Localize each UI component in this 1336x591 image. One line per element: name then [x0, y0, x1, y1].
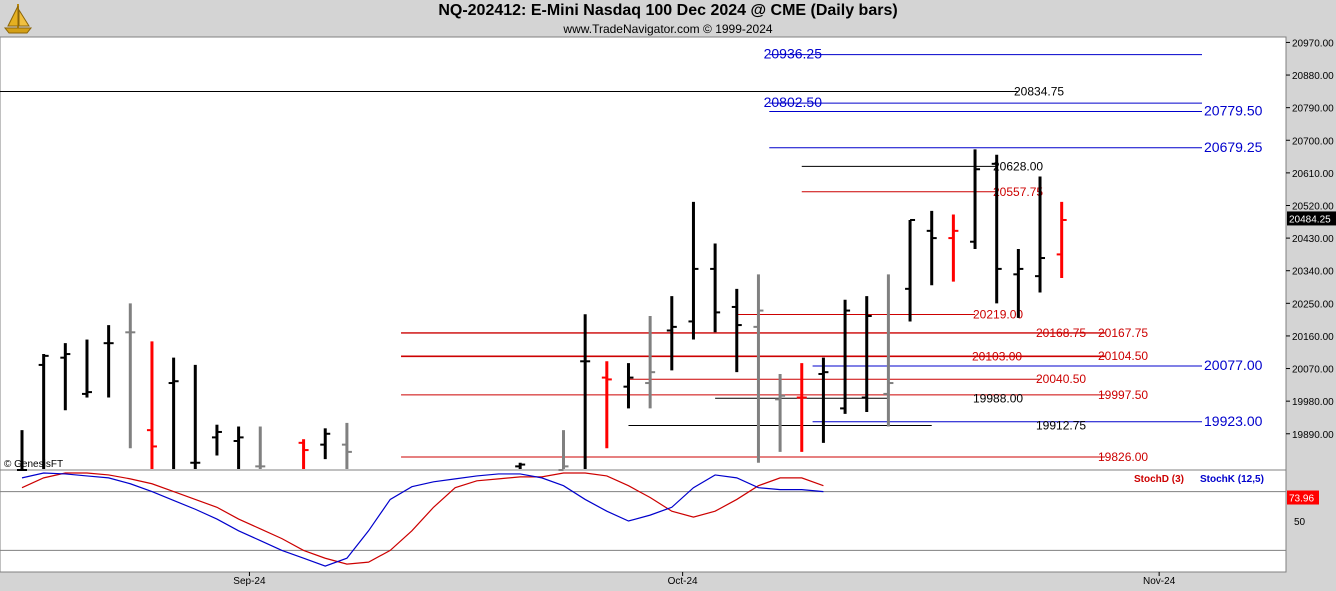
- price-bar: [905, 218, 916, 322]
- level-label: 20628.00: [993, 159, 1043, 173]
- level-label: 20679.25: [1204, 139, 1263, 155]
- level-label: 20802.50: [764, 94, 823, 110]
- y-tick-label: 20250.00: [1292, 299, 1334, 310]
- price-bar: [688, 201, 699, 340]
- level-label: 20557.75: [993, 185, 1043, 199]
- stoch-last-label: 73.96: [1289, 494, 1314, 505]
- price-bar: [103, 325, 114, 398]
- y-tick-label: 20700.00: [1292, 136, 1334, 147]
- price-bar: [926, 210, 937, 286]
- price-bar: [60, 343, 71, 411]
- price-bar: [666, 296, 677, 371]
- level-label: 20104.50: [1098, 349, 1148, 363]
- price-panel: [0, 36, 1287, 471]
- stoch-series-line: [21, 472, 824, 565]
- y-tick-label: 20160.00: [1292, 332, 1334, 343]
- last-price-label: 20484.25: [1289, 214, 1331, 225]
- price-bar: [991, 154, 1002, 304]
- y-tick-label: 19980.00: [1292, 397, 1334, 408]
- price-bar: [38, 354, 49, 469]
- price-bar: [948, 214, 959, 282]
- level-label: 20936.25: [764, 46, 823, 62]
- y-tick-label: 20610.00: [1292, 169, 1334, 180]
- last-price-box: [1287, 211, 1336, 226]
- level-label: 20103.00: [972, 350, 1022, 364]
- price-bars: [17, 149, 1067, 471]
- price-bar: [320, 428, 331, 460]
- stochastic-panel: [0, 469, 1287, 573]
- level-label: 19923.00: [1204, 413, 1263, 429]
- y-tick-label: 19890.00: [1292, 430, 1334, 441]
- y-tick-label: 20520.00: [1292, 201, 1334, 212]
- y-tick-label: 20070.00: [1292, 365, 1334, 376]
- y-tick-label: 20790.00: [1292, 104, 1334, 115]
- price-bar: [558, 430, 569, 471]
- price-bar: [710, 243, 721, 333]
- price-bar: [298, 439, 309, 469]
- chart-title: NQ-202412: E-Mini Nasdaq 100 Dec 2024 @ …: [438, 2, 898, 19]
- price-bar: [775, 373, 786, 452]
- y-tick-label: 20430.00: [1292, 234, 1334, 245]
- price-bar: [233, 426, 244, 469]
- level-label: 19912.75: [1036, 419, 1086, 433]
- level-label: 20779.50: [1204, 102, 1263, 118]
- chart-subtitle: www.TradeNavigator.com © 1999-2024: [563, 22, 773, 36]
- price-bar: [883, 274, 894, 427]
- level-label: 20077.00: [1204, 357, 1263, 373]
- price-bar: [840, 299, 851, 414]
- level-label: 20834.75: [1014, 84, 1064, 98]
- watermark: © GenesisFT: [4, 459, 63, 470]
- y-tick-label: 20970.00: [1292, 38, 1334, 49]
- level-label: 19826.00: [1098, 450, 1148, 464]
- level-label: 20040.50: [1036, 372, 1086, 386]
- price-bar: [818, 357, 829, 443]
- x-tick-label: Oct-24: [668, 576, 698, 587]
- price-bar: [753, 274, 764, 463]
- price-bar: [645, 316, 656, 409]
- level-label: 20219.00: [973, 308, 1023, 322]
- price-bar: [146, 341, 157, 469]
- price-bar: [796, 363, 807, 452]
- level-label: 19997.50: [1098, 388, 1148, 402]
- price-bar: [580, 314, 591, 469]
- price-bar: [1013, 248, 1024, 318]
- price-bar: [861, 296, 872, 413]
- stochastic-lines: [0, 472, 1286, 567]
- date-axis: Sep-24 Oct-24 Nov-24: [233, 572, 1176, 587]
- price-bar: [515, 462, 526, 469]
- price-bar: [1035, 176, 1046, 293]
- price-levels: 20936.25 20834.75 20802.50 20779.50 20679.25…: [0, 46, 1263, 464]
- stoch-series-line: [21, 472, 824, 567]
- level-label: 19988.00: [973, 391, 1023, 405]
- price-bar: [623, 363, 634, 409]
- y-tick-label: 20880.00: [1292, 71, 1334, 82]
- price-bar: [190, 364, 201, 469]
- price-bar: [81, 339, 92, 398]
- price-bar: [970, 149, 981, 249]
- price-axis: 20970.00 20880.00 20790.00 20700.00 20610.00…: [1286, 38, 1336, 441]
- x-tick-label: Nov-24: [1143, 576, 1176, 587]
- chart-header: NQ-202412: E-Mini Nasdaq 100 Dec 2024 @ …: [0, 0, 1336, 37]
- stoch-tick-label: 50: [1294, 517, 1306, 528]
- price-bar: [255, 426, 266, 469]
- stoch-last-box: [1287, 490, 1319, 505]
- price-bar: [341, 422, 352, 469]
- sailboat-logo-icon: [3, 4, 33, 34]
- x-tick-label: Sep-24: [233, 576, 266, 587]
- level-label: 20167.75: [1098, 326, 1148, 340]
- price-bar: [731, 288, 742, 373]
- price-bar: [125, 303, 136, 449]
- price-bar: [601, 361, 612, 449]
- price-bar: [168, 357, 179, 469]
- stochastic-axis: 50 73.96: [1287, 490, 1319, 528]
- price-bar: [1056, 201, 1067, 278]
- legend-stoch-d: StochD (3): [1134, 474, 1184, 485]
- price-bar: [211, 424, 222, 456]
- y-tick-label: 20340.00: [1292, 267, 1334, 278]
- legend-stoch-k: StochK (12,5): [1200, 474, 1264, 485]
- price-bar: [17, 430, 27, 471]
